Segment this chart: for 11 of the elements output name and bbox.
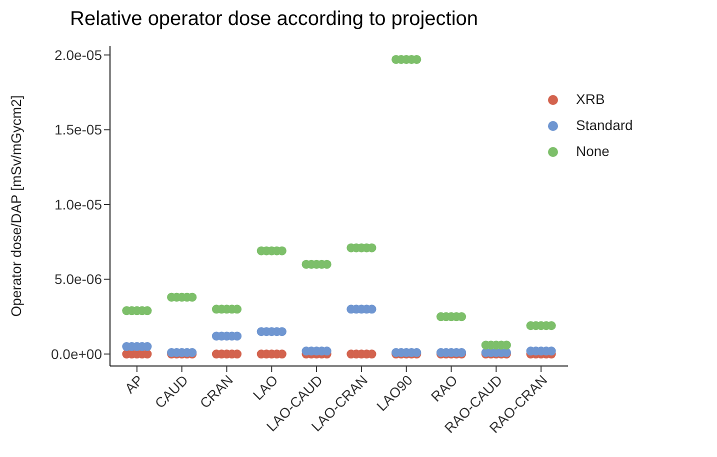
legend-label: Standard xyxy=(576,117,633,133)
y-axis-title: Operator dose/DAP [mSv/mGycm2] xyxy=(8,95,24,317)
x-tick-label: AP xyxy=(122,372,146,396)
y-tick-label: 1.5e-05 xyxy=(54,122,102,138)
chart-title: Relative operator dose according to projection xyxy=(70,8,480,32)
y-tick-label: 1.0e-05 xyxy=(54,196,102,212)
y-tick-label: 2.0e-05 xyxy=(54,46,102,63)
y-tick-label: 5.0e-06 xyxy=(54,271,102,288)
y-tick-label: 0.0e+00 xyxy=(51,346,102,362)
legend-label: None xyxy=(576,143,610,159)
legend-label: XRB xyxy=(576,91,605,107)
